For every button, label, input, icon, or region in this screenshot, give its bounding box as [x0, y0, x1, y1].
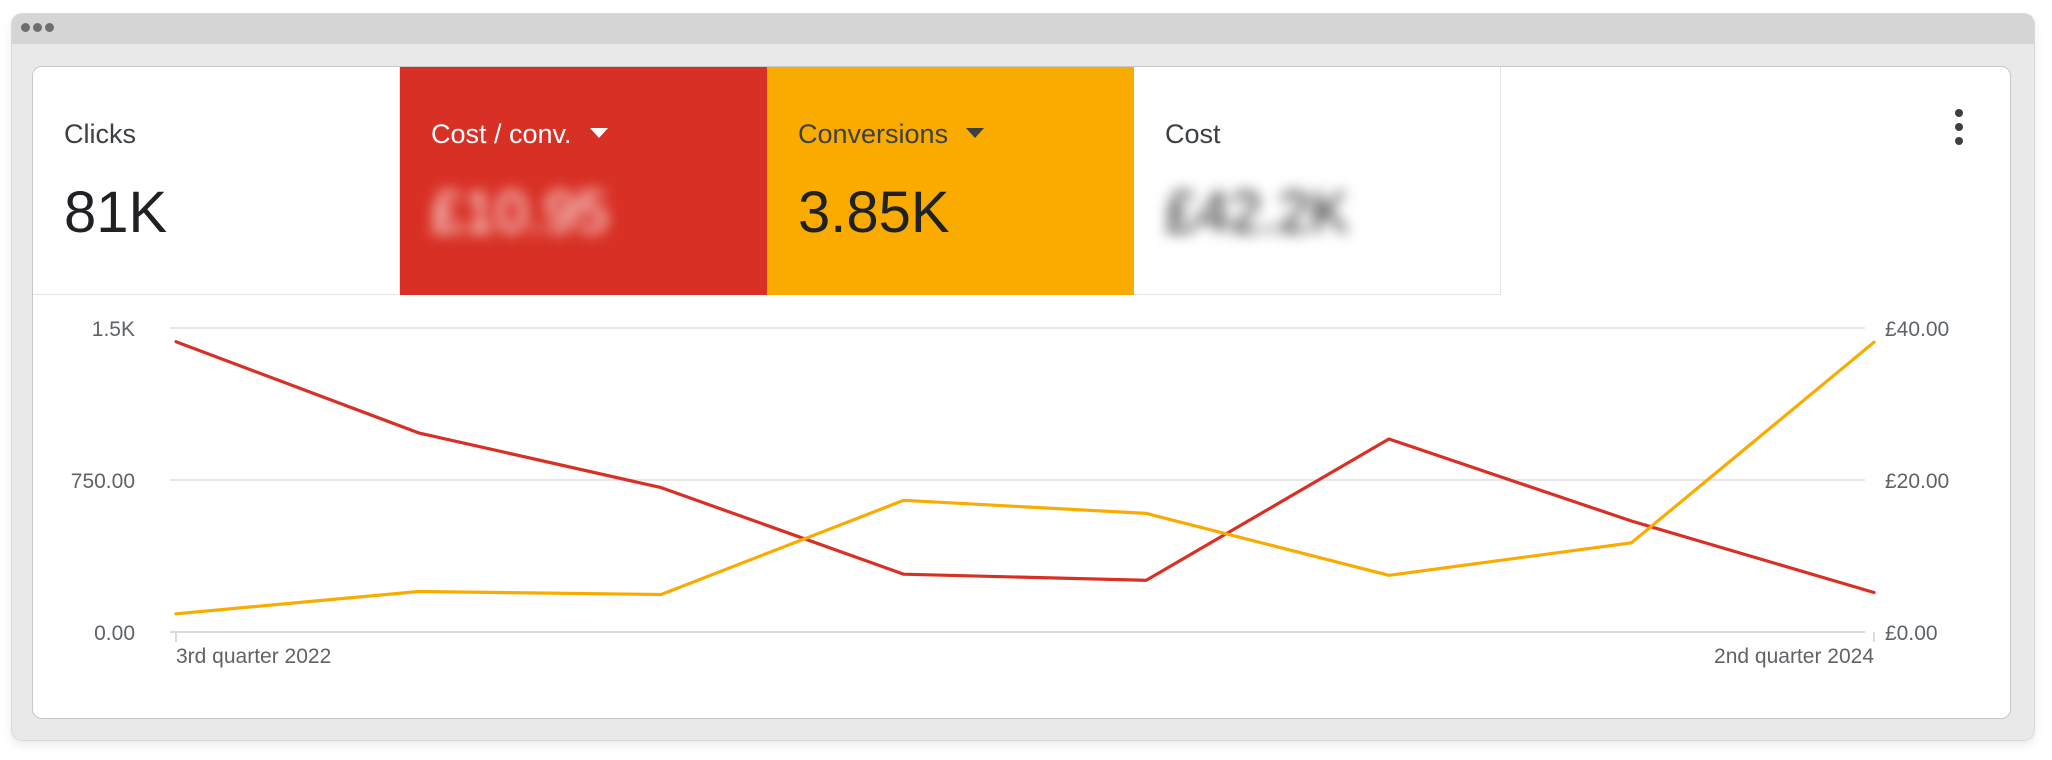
metric-title-label: Clicks: [64, 119, 136, 149]
metric-tile-conversions[interactable]: Conversions 3.85K: [767, 67, 1134, 295]
window-dot-icon: [33, 23, 42, 32]
more-vert-icon[interactable]: [1952, 109, 1966, 149]
metric-tile-clicks[interactable]: Clicks 81K: [33, 67, 400, 295]
right-axis-tick-label: £0.00: [1885, 622, 1938, 645]
series-line: [174, 340, 1876, 616]
series-line: [174, 340, 1876, 595]
browser-window: Clicks 81K Cost / conv. £10.95 Conversio…: [12, 14, 2034, 740]
x-axis-tick-label: 3rd quarter 2022: [176, 645, 331, 668]
right-axis-tick-label: £40.00: [1885, 318, 1949, 341]
window-titlebar: [12, 14, 2034, 44]
kebab-dot: [1955, 109, 1963, 117]
x-axis-tick-label: 2nd quarter 2024: [1714, 645, 1874, 668]
right-axis-tick-label: £20.00: [1885, 470, 1949, 493]
metric-title: Conversions: [798, 119, 985, 150]
dropdown-caret-icon[interactable]: [589, 128, 608, 138]
left-axis-tick-label: 750.00: [71, 470, 135, 493]
metric-title-label: Cost: [1165, 119, 1221, 149]
metric-value: 3.85K: [798, 180, 950, 245]
performance-card: Clicks 81K Cost / conv. £10.95 Conversio…: [32, 66, 2011, 719]
line-chart: 0.00 £0.00 750.00 £20.00 1.5K £40.00 3rd quart…: [71, 318, 1949, 668]
left-axis-tick-label: 0.00: [94, 622, 135, 645]
kebab-dot: [1955, 123, 1963, 131]
metric-title-label: Cost / conv.: [431, 119, 572, 149]
metric-tile-cost[interactable]: Cost £42.2K: [1134, 67, 1501, 295]
metric-title: Cost / conv.: [431, 119, 608, 150]
metric-tile-cost-per-conv[interactable]: Cost / conv. £10.95: [400, 67, 767, 295]
metric-value: 81K: [64, 180, 168, 245]
metric-title: Clicks: [64, 119, 136, 150]
metric-title-label: Conversions: [798, 119, 949, 149]
window-dot-icon: [45, 23, 54, 32]
dropdown-caret-icon[interactable]: [966, 128, 985, 138]
kebab-dot: [1955, 137, 1963, 145]
metric-value: £42.2K: [1165, 180, 1349, 245]
window-dot-icon: [21, 23, 30, 32]
metric-title: Cost: [1165, 119, 1221, 150]
metric-value: £10.95: [431, 180, 609, 245]
left-axis-tick-label: 1.5K: [92, 318, 135, 341]
